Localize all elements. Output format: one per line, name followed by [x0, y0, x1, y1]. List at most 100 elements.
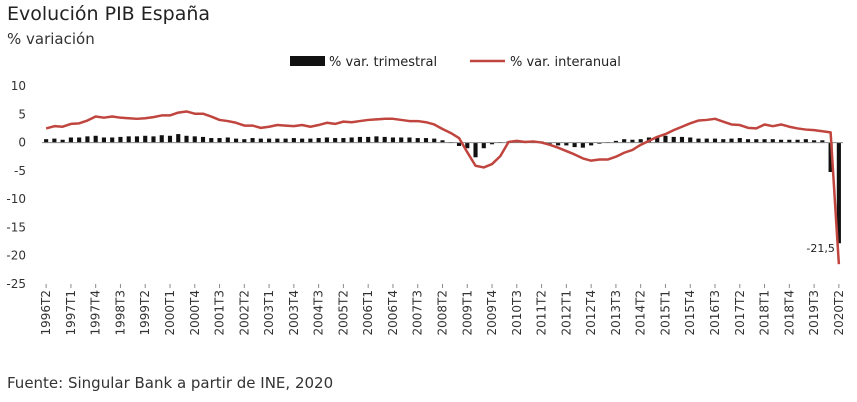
- quarterly-bar: [341, 138, 346, 143]
- quarterly-bar: [622, 139, 627, 143]
- quarterly-bar: [836, 142, 841, 244]
- quarterly-bar: [704, 138, 709, 143]
- quarterly-bar: [242, 139, 247, 143]
- x-tick-label: 2010T3: [510, 290, 524, 336]
- quarterly-bar: [374, 136, 379, 143]
- quarterly-bar: [283, 138, 288, 143]
- quarterly-bar: [300, 138, 305, 143]
- quarterly-bar: [564, 142, 569, 146]
- quarterly-bar: [184, 135, 189, 143]
- quarterly-bar: [663, 135, 668, 143]
- quarterly-bar: [258, 138, 263, 143]
- quarterly-bar: [85, 136, 90, 143]
- quarterly-bar: [233, 138, 239, 143]
- x-tick-label: 2018T1: [758, 290, 772, 336]
- x-tick-label: 2015T1: [658, 290, 672, 336]
- quarterly-bar: [52, 138, 57, 143]
- y-tick-label: -10: [6, 192, 26, 206]
- quarterly-bar: [291, 138, 296, 143]
- annual-change-line: [45, 110, 841, 265]
- quarterly-bar: [44, 139, 49, 143]
- quarterly-bar: [589, 142, 594, 146]
- quarterly-bar: [60, 139, 65, 143]
- x-tick-label: 2013T3: [609, 290, 623, 336]
- quarterly-bar: [382, 136, 387, 143]
- quarterly-bar: [432, 138, 437, 143]
- quarterly-bar: [456, 142, 462, 146]
- quarterly-bar: [679, 136, 685, 143]
- quarterly-bar: [440, 140, 445, 143]
- quarterly-bar: [159, 135, 164, 143]
- legend-label-quarterly: % var. trimestral: [329, 55, 437, 70]
- quarterly-bar: [77, 137, 82, 143]
- quarterly-bar: [795, 139, 800, 143]
- quarterly-bar: [737, 138, 742, 143]
- y-tick-label: -25: [6, 277, 26, 291]
- x-tick-label: 2015T4: [683, 290, 697, 336]
- quarterly-bar: [481, 142, 486, 149]
- quarterly-bar: [473, 142, 478, 158]
- x-tick-label: 1999T2: [138, 290, 152, 336]
- quarterly-bar: [217, 138, 222, 143]
- quarterly-bar: [572, 142, 577, 148]
- y-tick-label: 10: [11, 79, 26, 93]
- quarterly-bar: [176, 134, 181, 143]
- quarterly-bar: [787, 139, 792, 143]
- x-tick-label: 2008T2: [436, 290, 450, 336]
- quarterly-bar: [415, 138, 420, 143]
- y-tick-label: -15: [6, 220, 26, 234]
- quarterly-bar: [828, 142, 833, 172]
- quarterly-bar: [118, 136, 123, 143]
- x-tick-label: 2011T2: [535, 290, 549, 336]
- x-tick-label: 2009T4: [485, 290, 499, 336]
- x-tick-label: 2005T2: [336, 290, 350, 336]
- y-tick-label: -5: [14, 164, 26, 178]
- x-tick-label: 2003T1: [262, 290, 276, 336]
- quarterly-bar: [762, 139, 767, 143]
- x-tick-label: 2003T4: [287, 290, 301, 336]
- quarterly-bar: [696, 138, 701, 143]
- x-axis: 1996T2 1997T1 1997T4 1998T3 1999T2 2000T1 2000…: [39, 284, 846, 336]
- quarterly-bar: [275, 138, 280, 143]
- quarterly-bar: [721, 139, 726, 143]
- x-tick-label: 2014T2: [634, 290, 648, 336]
- quarterly-bar: [390, 137, 396, 143]
- x-tick-label: 2017T2: [733, 290, 747, 336]
- quarterly-bar: [630, 139, 635, 143]
- quarterly-bar: [225, 137, 230, 143]
- quarterly-bar: [151, 136, 156, 143]
- quarterly-bar: [399, 137, 404, 143]
- x-tick-label: 2012T4: [584, 290, 598, 336]
- quarterly-bar: [126, 136, 131, 143]
- quarterly-bar: [110, 137, 115, 143]
- quarterly-bar: [613, 140, 618, 143]
- x-tick-label: 2006T4: [386, 290, 400, 336]
- quarterly-bar: [250, 138, 255, 143]
- quarterly-bar: [638, 139, 643, 143]
- legend-label-annual: % var. interanual: [510, 55, 621, 70]
- quarterly-bar: [770, 139, 775, 143]
- quarterly-bar: [423, 138, 429, 143]
- quarterly-bar: [366, 136, 371, 143]
- quarterly-bars: [44, 134, 841, 244]
- x-tick-label: 2006T1: [361, 290, 375, 336]
- x-tick-label: 2001T3: [213, 290, 227, 336]
- chart-source: Fuente: Singular Bank a partir de INE, 2…: [7, 374, 334, 392]
- quarterly-bar: [101, 137, 106, 143]
- y-axis: 10 5 0 -5 -10 -15 -20 -25: [6, 79, 26, 291]
- quarterly-bar: [655, 137, 660, 143]
- quarterly-bar: [803, 139, 808, 143]
- legend-swatch-quarterly: [290, 56, 325, 66]
- x-tick-label: 2019T3: [807, 290, 821, 336]
- quarterly-bar: [357, 136, 362, 143]
- x-tick-label: 2009T1: [460, 290, 474, 336]
- quarterly-bar: [547, 142, 552, 144]
- x-tick-label: 2020T2: [832, 290, 846, 336]
- quarterly-bar: [688, 137, 693, 143]
- quarterly-bar: [333, 138, 338, 143]
- quarterly-bar: [93, 135, 98, 143]
- x-tick-label: 1996T2: [39, 290, 53, 336]
- quarterly-bar: [316, 138, 321, 143]
- y-tick-label: 5: [18, 107, 26, 121]
